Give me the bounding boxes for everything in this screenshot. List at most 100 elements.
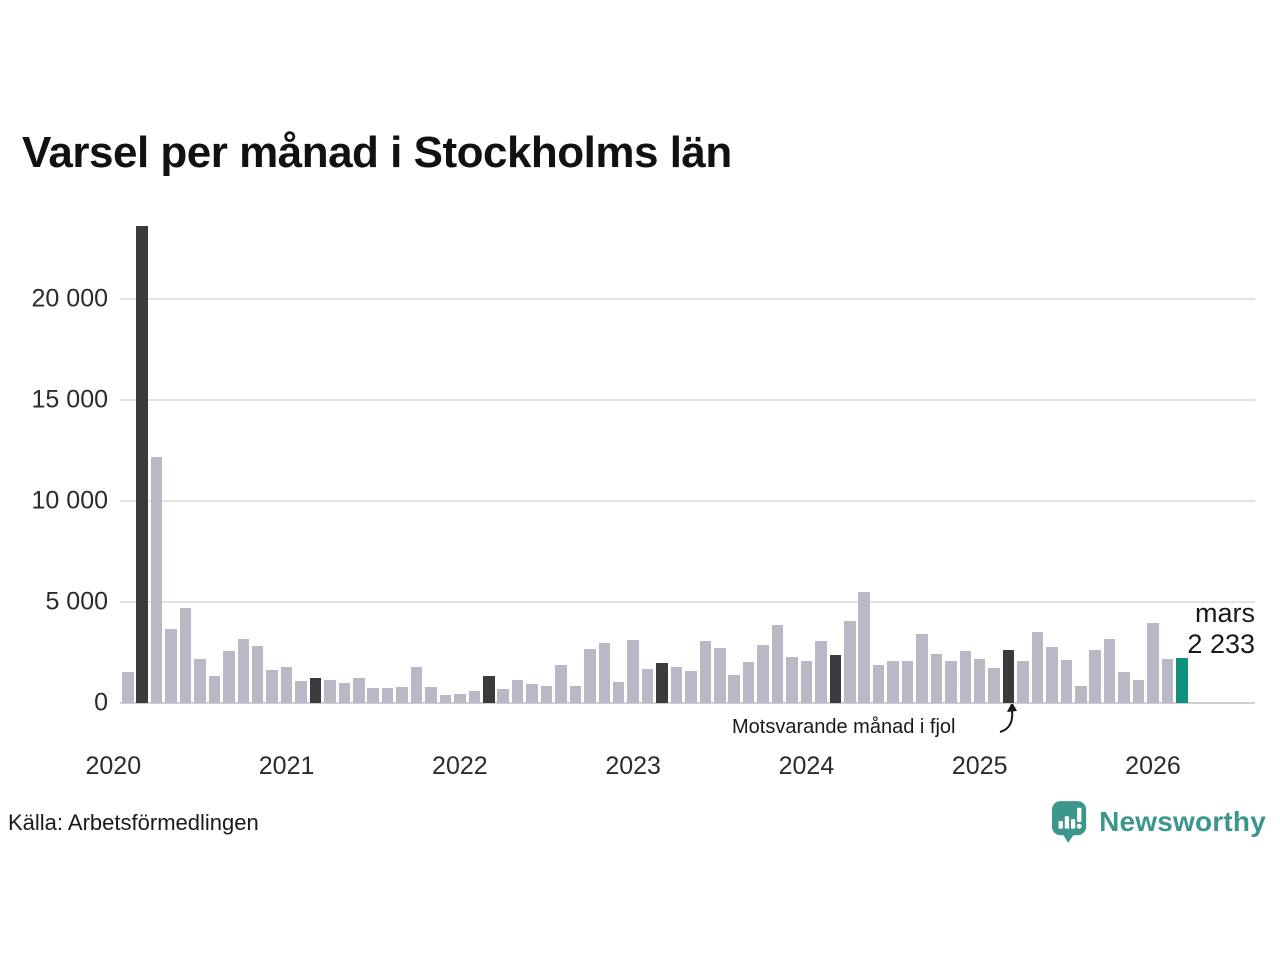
bar-2021-05	[338, 682, 351, 703]
bar-2023-01	[627, 640, 639, 703]
newsworthy-wordmark: Newsworthy	[1099, 806, 1266, 837]
y-axis-tick-label: 10 000	[31, 486, 108, 515]
x-axis-year-2026: 2026	[1125, 752, 1181, 780]
bar-2024-05	[858, 591, 870, 703]
x-axis-year-2022: 2022	[432, 752, 488, 780]
bar-2025-06	[1046, 647, 1058, 703]
bar-2026-02	[1161, 659, 1174, 703]
bar-2025-07	[1060, 659, 1073, 703]
latest-month: mars	[1195, 598, 1255, 628]
x-axis-year-2023: 2023	[605, 752, 661, 780]
bar-2023-09	[742, 661, 755, 703]
bar-2021-08	[381, 688, 394, 703]
bar-2020-06	[179, 608, 192, 703]
y-axis-tick-label: 0	[94, 688, 108, 717]
bar-2021-01	[280, 667, 293, 703]
bar-2021-03	[309, 677, 322, 703]
x-axis-year-2024: 2024	[778, 752, 835, 780]
bar-2022-03	[483, 676, 495, 703]
bar-2024-03	[829, 654, 842, 703]
bar-2024-12	[959, 650, 972, 703]
bar-2022-06	[526, 684, 538, 703]
bar-2020-04	[150, 456, 163, 703]
bar-2021-06	[353, 677, 365, 703]
bar-2024-11	[945, 660, 957, 703]
bar-2025-04	[1017, 660, 1029, 703]
bar-2022-11	[598, 643, 611, 703]
newsworthy-logo: Newsworthy	[1051, 800, 1266, 844]
bar-2023-12	[786, 657, 798, 703]
page-title: Varsel per månad i Stockholms län	[22, 128, 732, 177]
gridline-10000	[120, 500, 1255, 502]
bar-2021-11	[425, 686, 437, 703]
x-axis-year-2025: 2025	[951, 752, 1008, 780]
latest-value-label: mars 2 233	[1035, 598, 1255, 660]
bar-2021-02	[295, 680, 307, 703]
bar-2022-10	[584, 648, 596, 703]
gridline-15000	[120, 399, 1255, 401]
bar-2020-03	[136, 226, 148, 703]
bar-2021-12	[439, 694, 452, 703]
bar-2022-04	[497, 689, 509, 703]
x-axis-year-2020: 2020	[85, 752, 142, 780]
bar-2022-08	[555, 665, 567, 703]
bar-2023-02	[641, 668, 654, 703]
bar-2025-12	[1132, 679, 1145, 703]
bar-2025-01	[973, 658, 986, 703]
bar-2021-09	[396, 686, 408, 703]
bar-2025-03	[1002, 650, 1015, 703]
latest-value: 2 233	[1187, 629, 1255, 659]
bar-2024-04	[844, 620, 856, 703]
bar-2023-08	[728, 674, 740, 703]
annotation-arrow-icon	[999, 702, 1017, 733]
bar-2023-05	[685, 671, 697, 703]
x-axis-year-2021: 2021	[258, 752, 315, 780]
bar-2025-11	[1118, 672, 1130, 703]
bar-2023-07	[714, 648, 726, 703]
bar-2022-12	[612, 681, 625, 703]
bar-2022-05	[511, 680, 524, 703]
bar-2025-10	[1103, 638, 1116, 703]
bar-2020-05	[165, 629, 177, 703]
bar-2023-04	[670, 666, 683, 703]
bar-2025-02	[988, 668, 1000, 703]
bar-2020-02	[122, 672, 134, 703]
y-axis-tick-label: 20 000	[31, 284, 108, 313]
bar-2022-09	[569, 685, 582, 703]
newsworthy-bubble-chart-icon	[1052, 801, 1087, 843]
bar-2023-03	[656, 663, 668, 703]
bar-2024-07	[887, 660, 899, 703]
bar-2024-06	[872, 664, 885, 703]
bar-2023-10	[757, 644, 769, 703]
y-axis-tick-label: 15 000	[31, 385, 108, 414]
bar-2024-02	[815, 641, 827, 703]
bar-2021-04	[324, 679, 336, 703]
source-caption: Källa: Arbetsförmedlingen	[8, 810, 259, 835]
bar-2022-01	[454, 693, 466, 703]
bar-2026-01	[1147, 623, 1159, 703]
bar-2020-09	[223, 651, 235, 703]
bar-2023-11	[771, 624, 784, 703]
bar-2025-09	[1089, 649, 1101, 703]
annotation-same-month-label: Motsvarande månad i fjol	[732, 716, 956, 738]
bar-2020-12	[266, 670, 278, 703]
gridline-5000	[120, 601, 1255, 603]
bar-2024-01	[800, 660, 813, 703]
bar-2022-02	[468, 690, 481, 703]
bar-2020-08	[208, 675, 221, 703]
bar-2020-10	[237, 639, 250, 703]
bar-2023-06	[699, 640, 712, 703]
y-axis-tick-label: 5 000	[45, 587, 108, 616]
bar-2021-10	[410, 666, 423, 703]
bar-2025-05	[1031, 632, 1044, 703]
bar-2024-08	[901, 660, 914, 703]
bar-2021-07	[367, 688, 379, 703]
gridline-20000	[120, 298, 1255, 300]
bar-2020-07	[194, 659, 206, 703]
bar-2024-10	[930, 653, 943, 703]
bar-2026-03	[1176, 657, 1188, 703]
gridline-0	[120, 702, 1255, 704]
bar-2024-09	[916, 634, 928, 703]
bar-2025-08	[1075, 685, 1087, 703]
